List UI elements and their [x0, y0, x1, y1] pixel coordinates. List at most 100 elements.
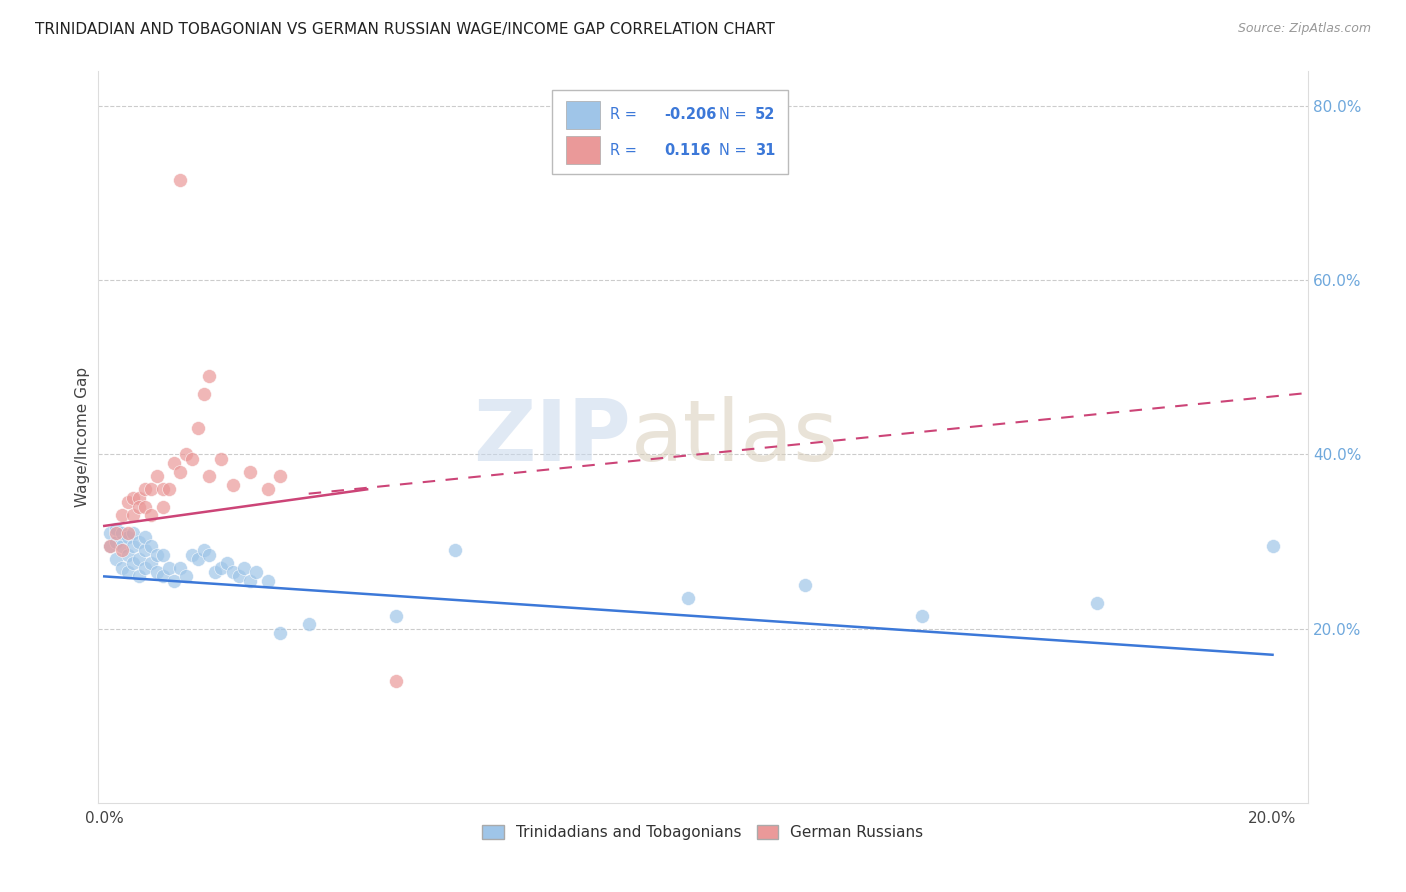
- Point: [198, 548, 221, 562]
- Point: [204, 565, 226, 579]
- Point: [122, 508, 145, 523]
- Point: [139, 539, 162, 553]
- Point: [152, 569, 174, 583]
- Text: ZIP: ZIP: [472, 395, 630, 479]
- Point: [122, 539, 145, 553]
- Point: [117, 495, 139, 509]
- Point: [209, 560, 232, 574]
- Text: Source: ZipAtlas.com: Source: ZipAtlas.com: [1237, 22, 1371, 36]
- Point: [104, 534, 127, 549]
- Bar: [567, 101, 600, 128]
- Point: [134, 483, 156, 497]
- Point: [128, 500, 150, 514]
- Point: [794, 578, 817, 592]
- Point: [117, 565, 139, 579]
- Point: [1085, 595, 1108, 609]
- Point: [117, 530, 139, 544]
- Point: [209, 451, 232, 466]
- Point: [128, 569, 150, 583]
- Point: [678, 591, 700, 606]
- Point: [269, 469, 291, 483]
- Point: [134, 560, 156, 574]
- Point: [180, 548, 202, 562]
- Point: [198, 369, 221, 384]
- Text: N =: N =: [718, 107, 751, 122]
- Point: [122, 525, 145, 540]
- Point: [245, 565, 267, 579]
- Point: [443, 543, 465, 558]
- Legend: Trinidadians and Tobagonians, German Russians: Trinidadians and Tobagonians, German Rus…: [477, 819, 929, 847]
- Point: [163, 574, 186, 588]
- Point: [222, 478, 245, 492]
- Point: [134, 543, 156, 558]
- Point: [174, 569, 197, 583]
- Text: R =: R =: [610, 107, 641, 122]
- Point: [152, 483, 174, 497]
- Point: [128, 534, 150, 549]
- Point: [104, 552, 127, 566]
- Point: [111, 539, 134, 553]
- Point: [911, 608, 934, 623]
- Point: [98, 525, 121, 540]
- Text: TRINIDADIAN AND TOBAGONIAN VS GERMAN RUSSIAN WAGE/INCOME GAP CORRELATION CHART: TRINIDADIAN AND TOBAGONIAN VS GERMAN RUS…: [35, 22, 775, 37]
- Point: [146, 469, 169, 483]
- Point: [193, 386, 215, 401]
- Point: [198, 469, 221, 483]
- Bar: [567, 136, 600, 164]
- Point: [169, 465, 191, 479]
- Point: [117, 548, 139, 562]
- Point: [128, 552, 150, 566]
- Text: -0.206: -0.206: [664, 107, 717, 122]
- Point: [269, 626, 291, 640]
- Point: [239, 574, 262, 588]
- Point: [134, 500, 156, 514]
- Point: [98, 539, 121, 553]
- Point: [215, 557, 238, 571]
- Text: R =: R =: [610, 143, 641, 158]
- Point: [111, 525, 134, 540]
- Point: [146, 548, 169, 562]
- Point: [104, 521, 127, 535]
- Text: N =: N =: [718, 143, 751, 158]
- Point: [117, 525, 139, 540]
- Point: [111, 543, 134, 558]
- Bar: [551, 90, 787, 174]
- Point: [111, 560, 134, 574]
- Point: [169, 560, 191, 574]
- Point: [169, 173, 191, 187]
- Point: [228, 569, 250, 583]
- Point: [385, 608, 408, 623]
- Text: 0.116: 0.116: [664, 143, 711, 158]
- Point: [111, 508, 134, 523]
- Point: [187, 552, 209, 566]
- Point: [1261, 539, 1284, 553]
- Point: [298, 617, 321, 632]
- Point: [233, 560, 256, 574]
- Point: [256, 574, 278, 588]
- Point: [385, 673, 408, 688]
- Point: [122, 557, 145, 571]
- Point: [139, 508, 162, 523]
- Point: [239, 465, 262, 479]
- Point: [187, 421, 209, 435]
- Point: [174, 448, 197, 462]
- Text: 52: 52: [755, 107, 775, 122]
- Point: [152, 548, 174, 562]
- Point: [222, 565, 245, 579]
- Point: [157, 483, 180, 497]
- Point: [134, 530, 156, 544]
- Point: [180, 451, 202, 466]
- Point: [128, 491, 150, 505]
- Point: [193, 543, 215, 558]
- Point: [152, 500, 174, 514]
- Point: [139, 483, 162, 497]
- Point: [163, 456, 186, 470]
- Point: [256, 483, 278, 497]
- Text: 31: 31: [755, 143, 775, 158]
- Point: [122, 491, 145, 505]
- Point: [104, 525, 127, 540]
- Point: [98, 539, 121, 553]
- Point: [157, 560, 180, 574]
- Y-axis label: Wage/Income Gap: Wage/Income Gap: [75, 367, 90, 508]
- Point: [139, 557, 162, 571]
